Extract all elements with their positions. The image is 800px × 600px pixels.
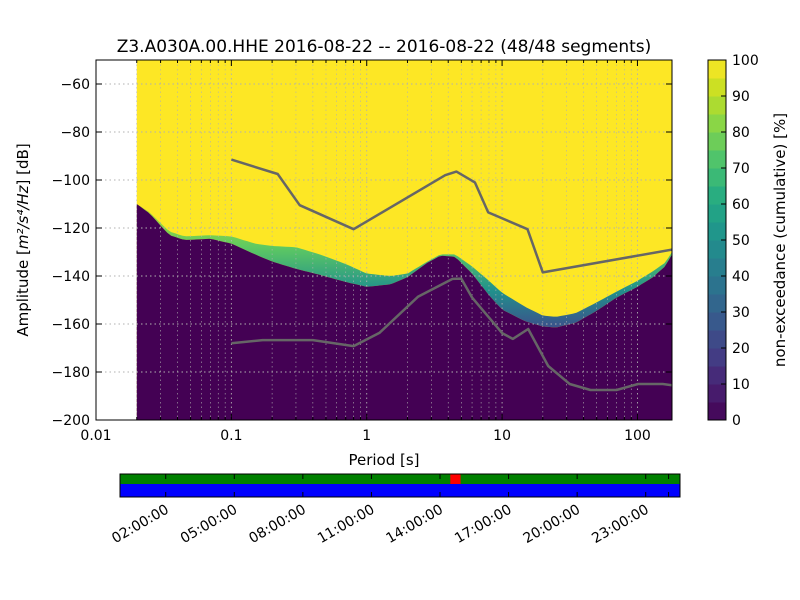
y-tick-label: −60 (60, 77, 90, 93)
x-tick-label: 100 (624, 428, 651, 444)
colorbar-segment (708, 150, 726, 169)
colorbar-segment (708, 222, 726, 241)
y-tick-label: −180 (52, 365, 90, 381)
colorbar-segment (708, 348, 726, 367)
psd-plot-area: 0.01 0.1 1 10 100 −60 −80 −100 −120 −140 −160 −180 −… (52, 59, 673, 444)
colorbar-tick-label: 40 (732, 269, 750, 285)
colorbar-segment (708, 78, 726, 97)
colorbar: 0 10 20 30 40 50 60 70 80 90 100 (707, 53, 759, 429)
coverage-time-label: 08:00:00 (246, 502, 308, 547)
x-axis-label: Period [s] (348, 451, 419, 469)
colorbar-segment (708, 60, 726, 79)
coverage-time-label: 23:00:00 (589, 502, 651, 547)
colorbar-segment (708, 132, 726, 151)
y-tick-label: −160 (52, 317, 90, 333)
colorbar-tick-label: 90 (732, 89, 750, 105)
colorbar-tick-label: 50 (732, 233, 750, 249)
noise-model-high (231, 158, 672, 274)
coverage-time-label: 20:00:00 (521, 502, 583, 547)
coverage-time-label: 05:00:00 (178, 502, 240, 547)
x-tick-label: 0.1 (220, 428, 242, 444)
colorbar-tick-label: 20 (732, 341, 750, 357)
colorbar-segment (708, 96, 726, 115)
coverage-time-label: 02:00:00 (109, 502, 171, 547)
y-axis-label: Amplitude [m²/s⁴/Hz] [dB] (14, 143, 32, 336)
coverage-data-track (120, 474, 680, 484)
colorbar-segment (708, 330, 726, 349)
coverage-time-label: 17:00:00 (452, 502, 514, 547)
plot-frame (95, 59, 673, 421)
y-tick-label: −140 (52, 269, 90, 285)
grid (96, 60, 672, 420)
noise-model-low (231, 277, 672, 392)
colorbar-segment (708, 168, 726, 187)
x-tick-label: 10 (493, 428, 511, 444)
coverage-gap-marker (450, 474, 461, 484)
colorbar-tick-label: 80 (732, 125, 750, 141)
coverage-bar: 02:00:00 05:00:00 08:00:00 11:00:00 14:00:00… (109, 473, 681, 547)
colorbar-tick-label: 10 (732, 377, 750, 393)
colorbar-segment (708, 240, 726, 259)
coverage-time-label: 14:00:00 (384, 502, 446, 547)
chart-title: Z3.A030A.00.HHE 2016-08-22 -- 2016-08-22… (117, 37, 652, 57)
psd-low-region (136, 204, 672, 420)
x-tick-label: 1 (362, 428, 371, 444)
colorbar-tick-label: 0 (732, 413, 741, 429)
colorbar-segment (708, 312, 726, 331)
colorbar-segment (708, 366, 726, 385)
colorbar-segment (708, 258, 726, 277)
colorbar-tick-label: 100 (732, 53, 759, 69)
y-tick-label: −200 (52, 413, 90, 429)
y-tick-label: −120 (52, 221, 90, 237)
colorbar-segment (708, 204, 726, 223)
colorbar-segment (708, 384, 726, 403)
x-tick-label: 0.01 (80, 428, 111, 444)
colorbar-segment (708, 294, 726, 313)
colorbar-segment (708, 276, 726, 295)
coverage-psd-track (120, 484, 680, 497)
colorbar-tick-label: 70 (732, 161, 750, 177)
colorbar-segment (708, 114, 726, 133)
colorbar-segment (708, 402, 726, 421)
y-tick-label: −100 (52, 173, 90, 189)
colorbar-segment (708, 186, 726, 205)
colorbar-tick-label: 30 (732, 305, 750, 321)
coverage-frame (119, 473, 681, 498)
coverage-time-label: 11:00:00 (315, 502, 377, 547)
y-tick-label: −80 (60, 125, 90, 141)
colorbar-label: non-exceedance (cumulative) [%] (771, 113, 789, 367)
colorbar-tick-label: 60 (732, 197, 750, 213)
